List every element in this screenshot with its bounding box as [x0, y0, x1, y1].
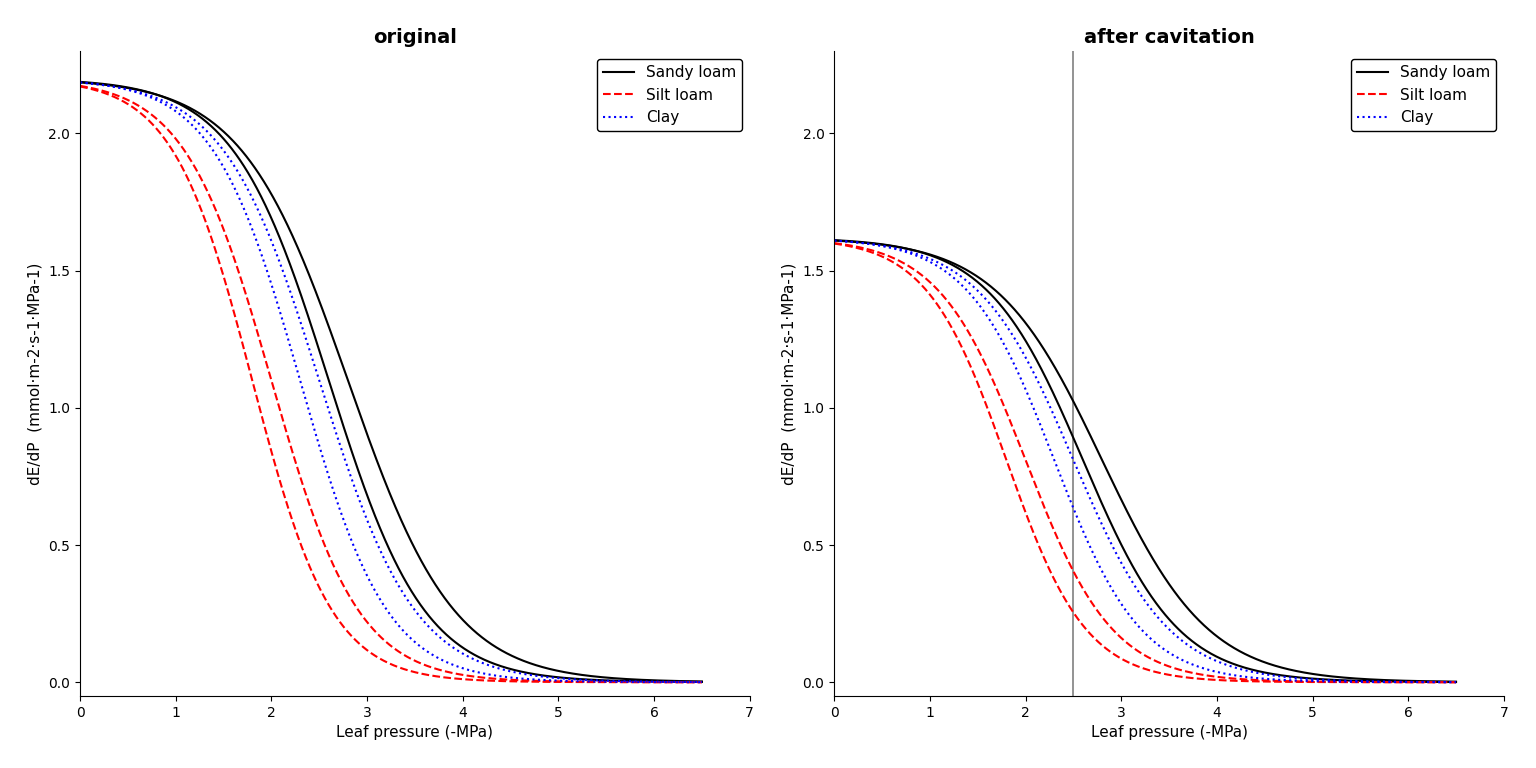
Title: after cavitation: after cavitation	[1083, 28, 1255, 47]
X-axis label: Leaf pressure (-MPa): Leaf pressure (-MPa)	[1091, 725, 1247, 740]
Y-axis label: dE/dP  (mmol·m-2·s-1·MPa-1): dE/dP (mmol·m-2·s-1·MPa-1)	[28, 263, 43, 485]
Y-axis label: dE/dP  (mmol·m-2·s-1·MPa-1): dE/dP (mmol·m-2·s-1·MPa-1)	[782, 263, 797, 485]
X-axis label: Leaf pressure (-MPa): Leaf pressure (-MPa)	[336, 725, 493, 740]
Legend: Sandy loam, Silt loam, Clay: Sandy loam, Silt loam, Clay	[598, 58, 742, 131]
Legend: Sandy loam, Silt loam, Clay: Sandy loam, Silt loam, Clay	[1352, 58, 1496, 131]
Title: original: original	[373, 28, 456, 47]
